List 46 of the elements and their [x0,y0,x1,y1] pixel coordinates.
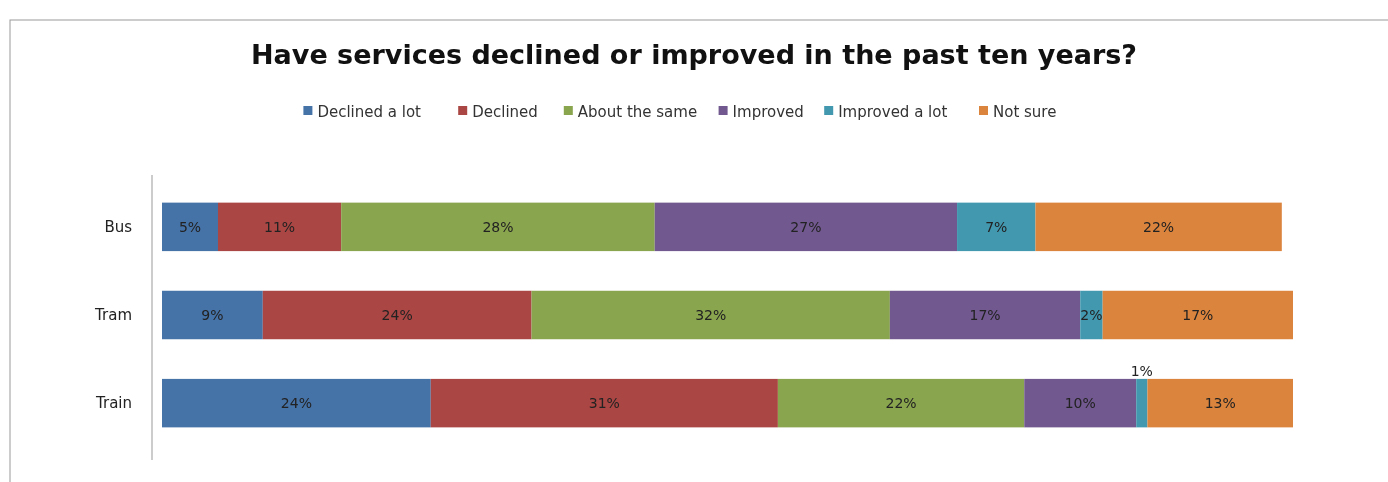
legend-label: Improved a lot [838,103,948,122]
bar [162,290,263,340]
data-label: 24% [280,395,312,412]
bar [1102,290,1293,340]
bar [162,202,218,252]
data-label: 7% [985,218,1008,235]
bar [341,202,655,252]
legend-label: About the same [577,103,698,122]
bar [1147,378,1293,428]
data-label: 22% [885,395,917,412]
data-label: 1% [1130,362,1153,379]
data-label: 24% [381,306,413,323]
data-label: 5% [178,218,202,235]
y-tick-label: Bus [104,218,133,237]
y-tick-label: Train [95,394,132,413]
bar [889,290,1081,340]
bar [1080,290,1103,340]
data-label: 11% [264,218,296,235]
legend-label: Not sure [993,103,1057,122]
data-label: 28% [482,218,514,235]
bar [262,290,532,340]
legend-label: Improved [732,103,804,122]
legend-label: Declined a lot [317,103,422,122]
bar [162,378,431,428]
bar [654,202,958,252]
bar [1024,378,1137,428]
y-tick-label: Tram [94,306,132,325]
data-label: 10% [1064,395,1096,412]
bar [531,290,890,340]
data-label: 17% [969,306,1001,323]
data-label: 9% [201,306,224,323]
bar [957,202,1036,252]
legend-label: Declined [472,103,538,122]
bar [777,378,1025,428]
data-label: 17% [1182,306,1214,323]
data-label: 32% [695,306,727,323]
data-label: 13% [1204,395,1236,412]
bar [1136,378,1148,428]
bar [430,378,778,428]
data-label: 31% [588,395,620,412]
data-label: 27% [790,218,822,235]
bar [1035,202,1282,252]
bar [217,202,342,252]
chart-title: Have services declined or improved in the past ten years? [250,39,1138,70]
data-label: 22% [1143,218,1175,235]
data-label: 2% [1080,306,1103,323]
